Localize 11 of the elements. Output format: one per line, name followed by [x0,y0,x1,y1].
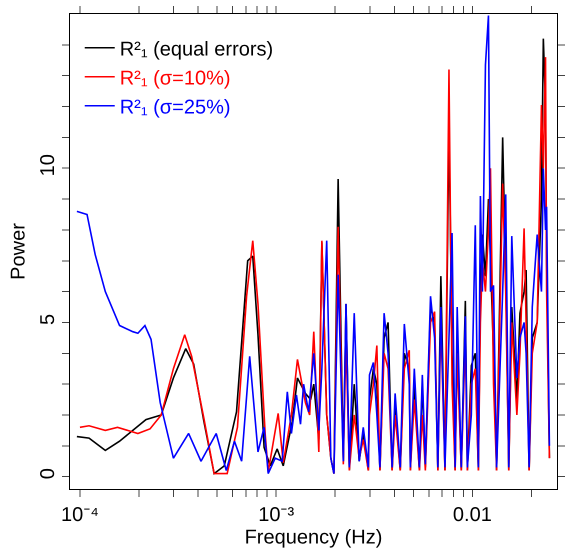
y-axis-title: Power [7,222,30,280]
x-tick-label: 0.01 [452,504,492,526]
x-tick-label: 10⁻³ [258,504,294,526]
y-tick-label: 10 [36,154,59,176]
legend-label: R²₁ (equal errors) [120,38,274,61]
legend-label: R²₁ (σ=10%) [120,68,231,90]
y-tick-label: 5 [36,314,59,326]
y-tick-label: 0 [36,468,59,480]
x-axis-title: Frequency (Hz) [244,526,382,549]
legend-label: R²₁ (σ=25%) [120,96,231,119]
x-tick-label: 10⁻⁴ [61,504,99,526]
